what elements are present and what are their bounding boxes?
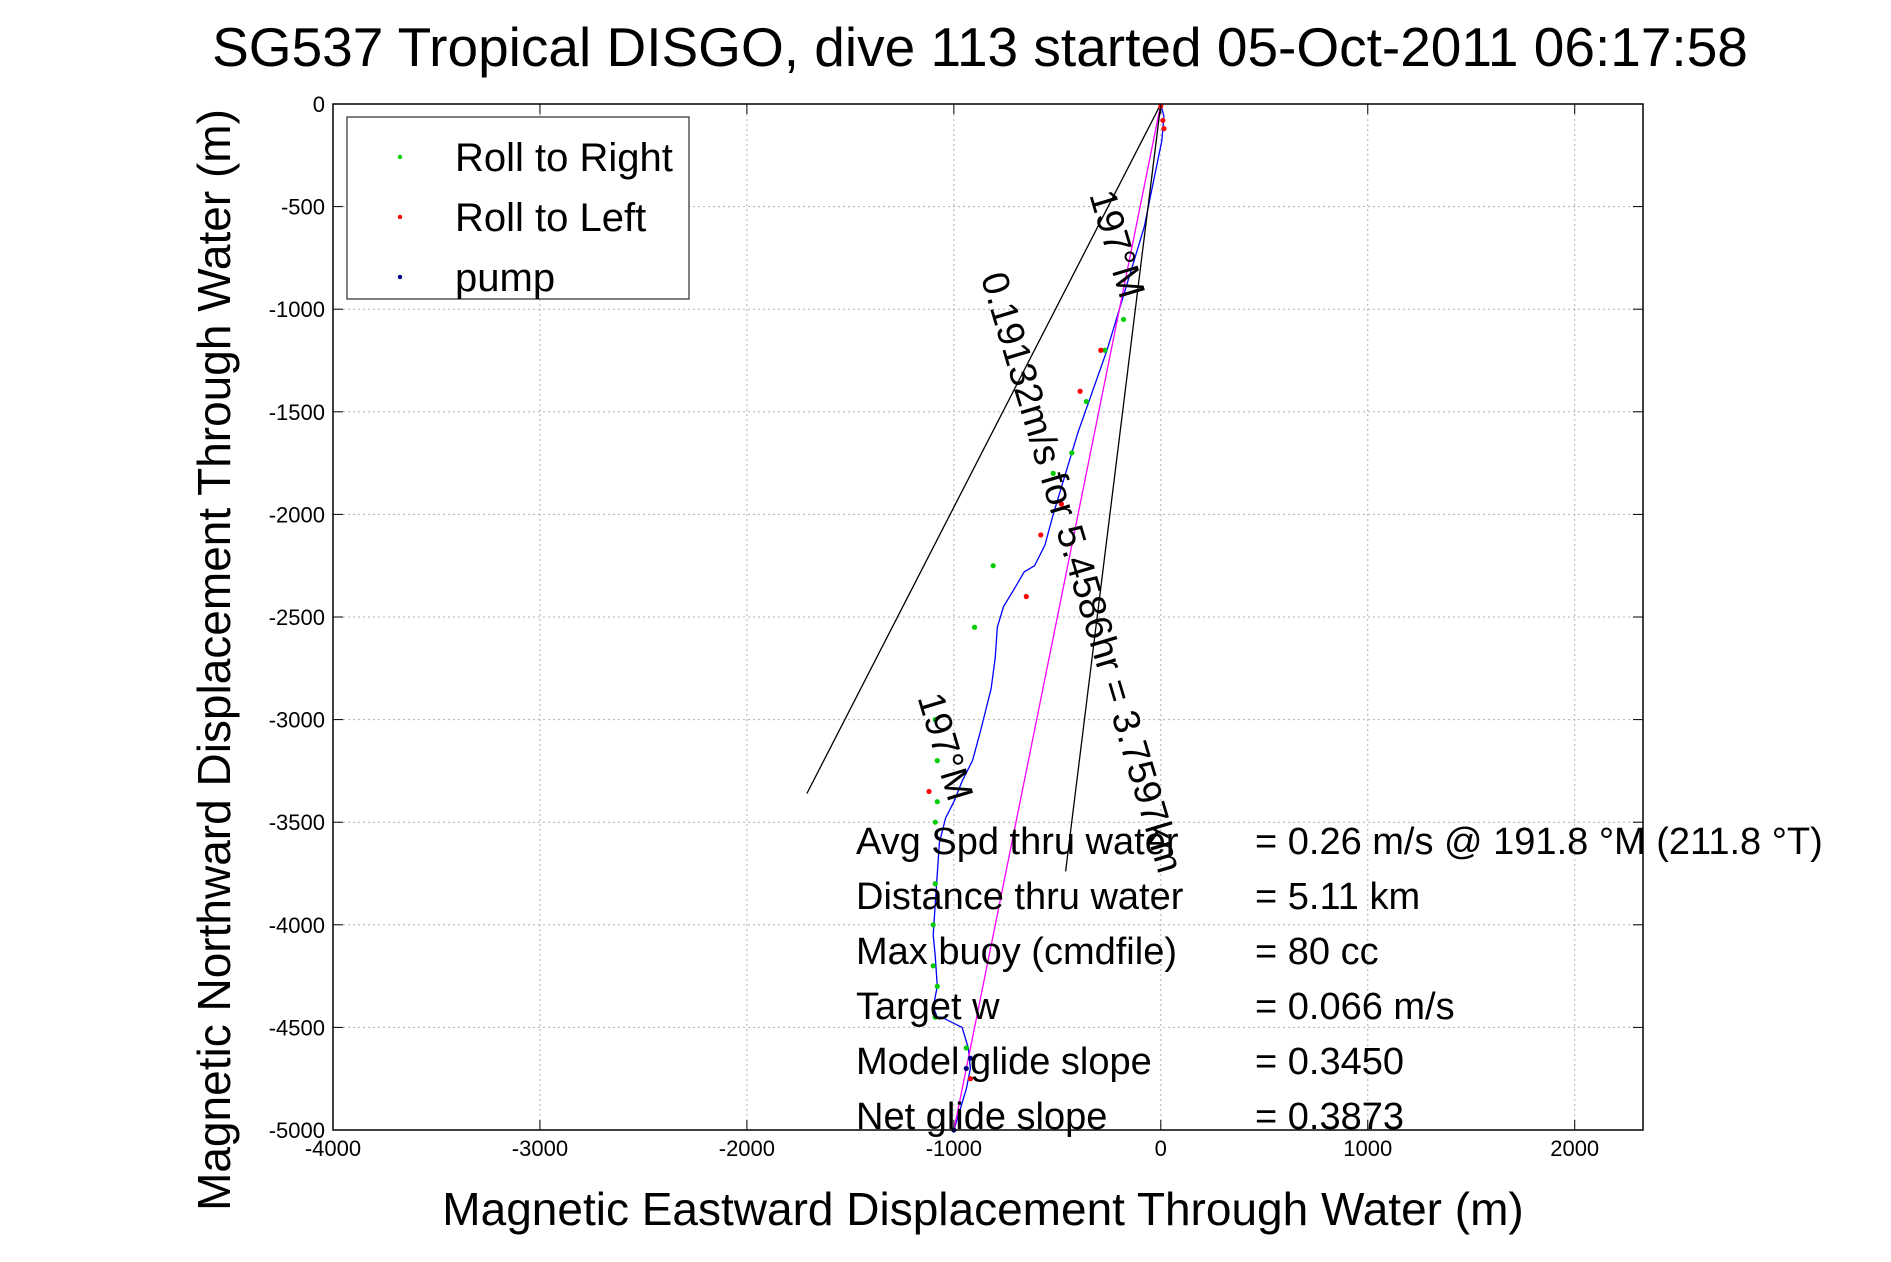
marker-layer (926, 103, 1167, 1133)
marker-roll-right (1069, 450, 1075, 456)
marker-roll-right (930, 922, 936, 928)
legend-marker (397, 214, 403, 220)
stat-value: = 0.066 m/s (1255, 986, 1455, 1028)
marker-roll-left (1098, 347, 1104, 353)
x-axis-label: Magnetic Eastward Displacement Through W… (442, 1183, 1523, 1235)
y-tick-label: -500 (281, 195, 325, 220)
chart-title: SG537 Tropical DISGO, dive 113 started 0… (212, 16, 1748, 78)
stat-label: Max buoy (cmdfile) (856, 931, 1177, 973)
stat-label: Target w (856, 986, 1000, 1028)
y-tick-label: -3000 (269, 708, 325, 733)
grid-layer (332, 103, 1643, 1131)
x-tick-label: -2000 (719, 1136, 775, 1161)
marker-roll-left (1038, 532, 1044, 538)
stat-label: Distance thru water (856, 876, 1184, 918)
y-tick-label: -4000 (269, 913, 325, 938)
marker-roll-right (1120, 316, 1127, 323)
series-line (1064, 103, 1162, 872)
x-tick-label: -1000 (926, 1136, 982, 1161)
marker-roll-right (932, 819, 938, 825)
stat-value: = 0.3450 (1255, 1041, 1404, 1083)
stat-label: Avg Spd thru water (856, 821, 1179, 863)
marker-roll-right (934, 758, 940, 764)
marker-roll-right (963, 1045, 969, 1051)
legend-marker (397, 154, 403, 160)
y-tick-label: -3500 (269, 810, 325, 835)
x-tick-label: -3000 (512, 1136, 568, 1161)
stat-value: = 80 cc (1255, 931, 1379, 973)
legend-label: Roll to Right (455, 136, 673, 180)
y-axis-label: Magnetic Northward Displacement Through … (188, 109, 240, 1211)
marker-roll-left (926, 788, 932, 795)
marker-pump (967, 1055, 974, 1061)
stat-label: Net glide slope (856, 1096, 1107, 1138)
y-tick-label: -1500 (269, 400, 325, 425)
x-tick-label: 1000 (1343, 1136, 1392, 1161)
legend-label: Roll to Left (455, 196, 646, 240)
marker-roll-right (934, 799, 940, 805)
stat-value: = 5.11 km (1255, 876, 1420, 918)
marker-roll-left (967, 1076, 974, 1082)
stat-label: Model glide slope (856, 1041, 1152, 1083)
marker-pump (963, 1065, 969, 1072)
x-tick-label: 2000 (1550, 1136, 1599, 1161)
y-tick-label: -5000 (269, 1118, 325, 1143)
marker-roll-right (990, 563, 996, 569)
marker-roll-right (934, 983, 940, 989)
marker-roll-left (1058, 501, 1065, 507)
y-tick-label: 0 (313, 92, 325, 117)
marker-roll-left (1023, 593, 1029, 600)
marker-roll-left (1161, 126, 1167, 132)
marker-roll-right (932, 717, 938, 723)
marker-roll-right (971, 624, 978, 630)
x-tick-label: -4000 (305, 1136, 361, 1161)
marker-roll-right (932, 881, 938, 887)
stat-value: = 0.26 m/s @ 191.8 °M (211.8 °T) (1255, 821, 1823, 863)
series-layer (806, 103, 1165, 1131)
x-tick-label: 0 (1155, 1136, 1167, 1161)
series-line (806, 103, 1162, 794)
legend: Roll to Right Roll to Left pump (346, 116, 690, 300)
stat-value: = 0.3873 (1255, 1096, 1404, 1138)
marker-roll-left (1077, 388, 1083, 394)
marker-roll-right (1083, 398, 1089, 405)
y-tick-label: -2500 (269, 605, 325, 630)
marker-roll-right (1102, 347, 1108, 353)
series-line (932, 103, 1165, 1131)
stats-block: Avg Spd thru water = 0.26 m/s @ 191.8 °M … (856, 821, 1823, 1138)
tick-layer: -4000 -3000 -2000 -1000 0 1000 2000 0 -500 -1000 -… (269, 92, 1643, 1161)
series-line (953, 103, 1162, 1131)
y-tick-label: -1000 (269, 297, 325, 322)
marker-roll-left (1160, 117, 1166, 124)
legend-marker (397, 274, 403, 280)
legend-label: pump (455, 256, 555, 300)
y-tick-label: -4500 (269, 1015, 325, 1040)
marker-roll-right (1050, 470, 1056, 476)
marker-roll-right (932, 1014, 938, 1020)
y-tick-label: -2000 (269, 502, 325, 527)
legend-box (346, 116, 690, 300)
marker-roll-right (930, 963, 936, 969)
